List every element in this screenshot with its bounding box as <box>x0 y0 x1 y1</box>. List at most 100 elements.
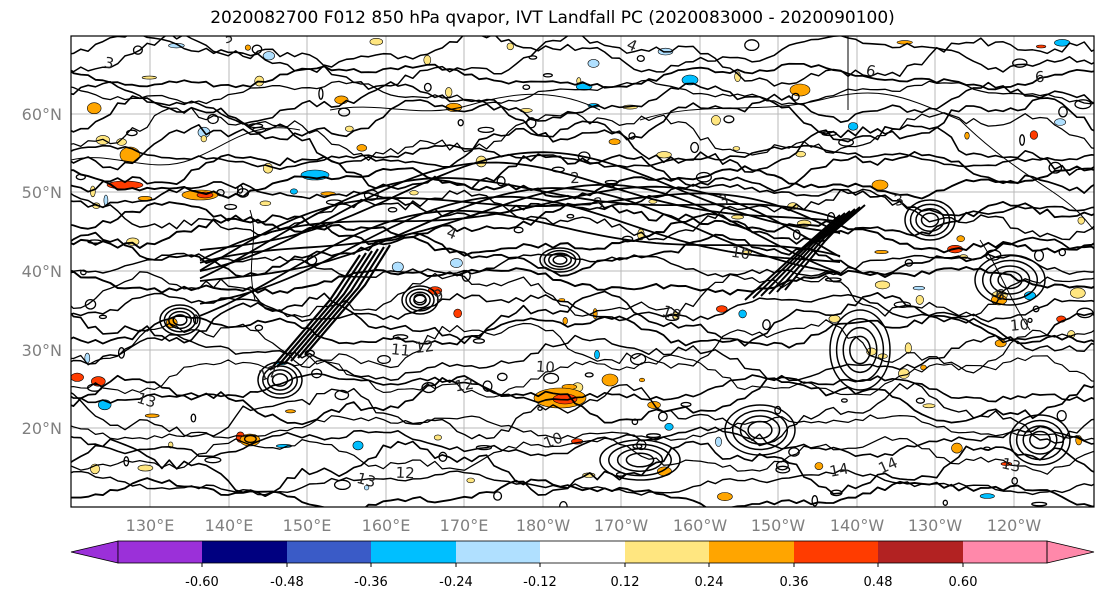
contour-line <box>71 231 1094 278</box>
contour-label: 10 <box>541 428 565 452</box>
anomaly-patch <box>601 373 619 387</box>
contour-blob <box>830 489 843 497</box>
contour-blob <box>387 207 398 213</box>
contour-label: 13 <box>135 389 159 412</box>
anomaly-patch <box>664 422 674 431</box>
anomaly-patch <box>391 261 404 273</box>
anomaly-patch <box>450 258 463 268</box>
contour-blob <box>457 119 464 127</box>
contour-blob <box>337 107 351 117</box>
contour-line <box>290 248 379 362</box>
lon-label: 170°E <box>440 516 489 535</box>
anomaly-patch <box>956 235 965 242</box>
colorbar-outline <box>117 540 1048 564</box>
coastline <box>329 93 601 112</box>
contour-blob <box>695 171 712 183</box>
contour-line <box>199 195 841 305</box>
contour-blob <box>496 176 506 187</box>
contour-line <box>71 334 1094 382</box>
lon-label: 160°E <box>362 516 411 535</box>
contour-line <box>71 382 1094 444</box>
coastline <box>639 92 961 121</box>
contour-cell <box>409 291 431 309</box>
contour-cell <box>1022 425 1058 455</box>
contour-blob <box>665 314 680 322</box>
contour-cell <box>163 307 197 333</box>
anomaly-patch <box>453 308 463 319</box>
contour-blob <box>775 465 791 474</box>
contour-blob <box>827 211 836 224</box>
anomaly-patch <box>594 349 600 360</box>
contour-blob <box>248 123 264 129</box>
anomaly-patch <box>244 44 251 51</box>
contour-blob <box>537 406 543 411</box>
contour-blob <box>87 239 103 244</box>
contour-blob <box>438 451 448 462</box>
lat-label: 20°N <box>22 419 62 438</box>
contour-cell <box>552 255 568 265</box>
contour-cell <box>543 249 577 271</box>
contour-blob <box>893 301 911 308</box>
anomaly-patch <box>86 102 102 114</box>
latitude-labels: 60°N 50°N 40°N 30°N 20°N <box>22 105 62 438</box>
contour-label: 10 <box>535 357 555 376</box>
contour-blob <box>80 269 87 276</box>
contour-blob <box>1033 249 1045 262</box>
anomaly-patch <box>657 466 672 477</box>
contour-cell <box>909 203 951 237</box>
contour-cell <box>1009 414 1071 466</box>
contour-cell <box>168 310 192 330</box>
lon-label: 130°E <box>126 516 175 535</box>
contour-blob <box>1076 307 1094 319</box>
contour-cell <box>266 369 294 391</box>
contour-cell <box>915 208 945 232</box>
anomaly-patch <box>433 434 442 441</box>
anomaly-patch <box>608 138 621 145</box>
contour-line <box>71 252 1094 279</box>
contour-line <box>744 214 841 301</box>
contour-line <box>71 372 1094 404</box>
contour-label: 2 <box>570 169 580 187</box>
contour-blob <box>528 55 538 60</box>
colorbar-segment <box>794 541 878 563</box>
coastline <box>71 127 301 166</box>
contour-line <box>297 246 385 359</box>
contour-blob <box>126 129 138 137</box>
contour-line <box>71 374 1094 426</box>
contour-blob <box>774 405 782 415</box>
contour-blob <box>542 73 553 78</box>
contour-blob <box>985 249 1002 261</box>
colorbar-tick-label: -0.12 <box>523 575 557 590</box>
contour-line <box>199 187 841 282</box>
lat-label: 30°N <box>22 341 62 360</box>
contour-cell <box>625 452 655 468</box>
colorbar-tick-label: 0.60 <box>949 575 978 590</box>
contour-cell <box>835 318 885 382</box>
contour-line <box>71 95 1094 143</box>
anomaly-patch <box>915 295 924 305</box>
contour-blob <box>522 84 531 91</box>
colorbar-segment <box>456 541 540 563</box>
contour-blob <box>1031 501 1048 507</box>
contour-blob <box>117 347 126 359</box>
contour-blob <box>216 188 225 197</box>
colorbar-tick-label: 0.36 <box>780 575 809 590</box>
contour-label: 6 <box>995 286 1005 304</box>
contour-blob <box>325 199 343 206</box>
contour-blob <box>690 141 700 154</box>
colorbar-segment <box>287 541 371 563</box>
contour-label: 6 <box>1035 68 1045 86</box>
coastline <box>959 119 1094 231</box>
map-frame <box>70 35 1095 508</box>
contour-cell <box>747 420 773 440</box>
lon-label: 150°W <box>751 516 806 535</box>
contour-blob <box>657 411 668 422</box>
contour-label: 14 <box>828 459 850 480</box>
contour-blob <box>477 126 495 134</box>
contour-blob <box>632 443 643 450</box>
lat-label: 60°N <box>22 105 62 124</box>
contour-blob <box>254 324 264 332</box>
contour-cell <box>974 254 1046 306</box>
anomaly-patch <box>681 74 699 86</box>
anomaly-patch <box>344 125 354 132</box>
